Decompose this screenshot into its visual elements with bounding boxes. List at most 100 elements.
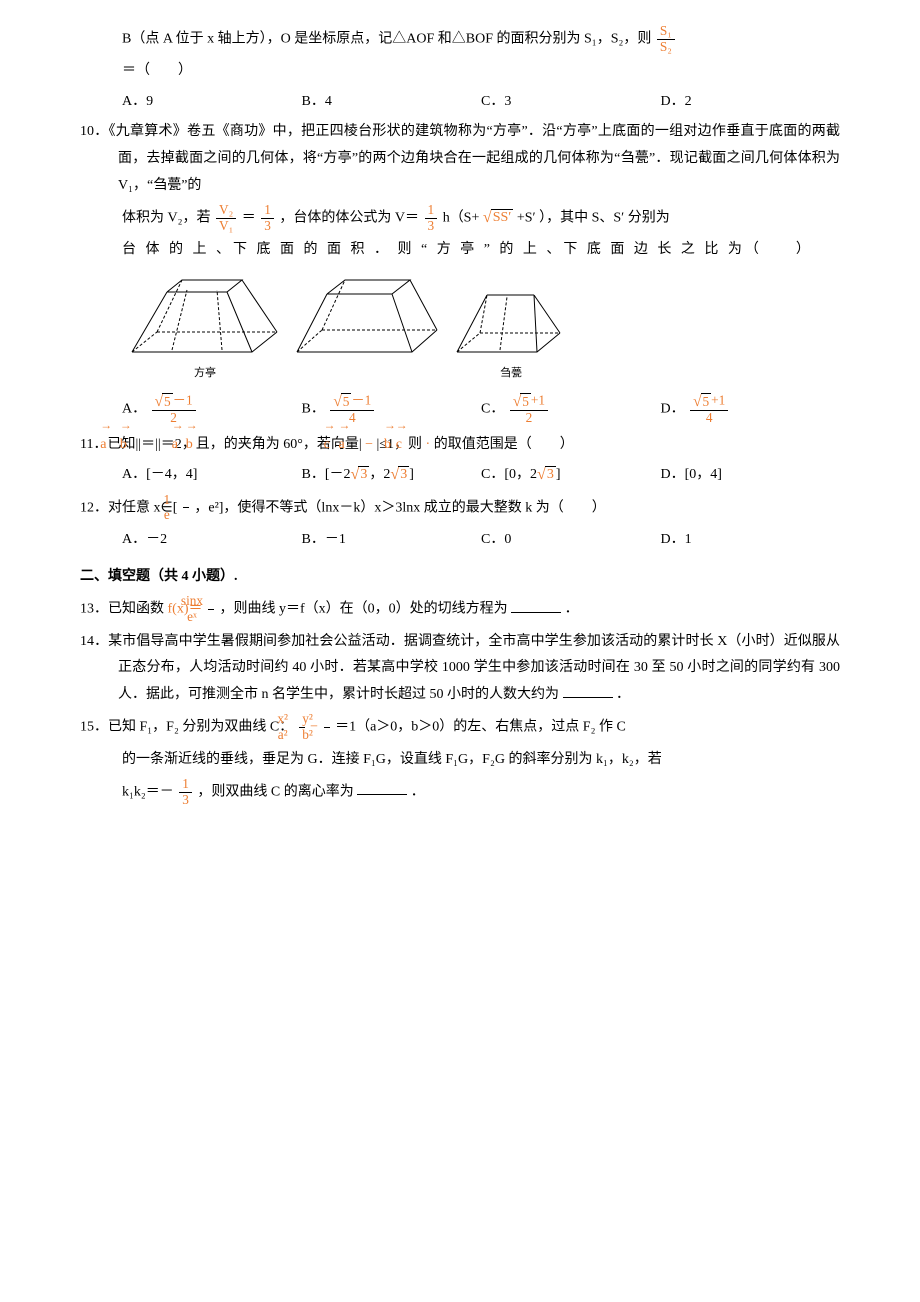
q11-b-sqrt1: 3 [358,466,369,484]
q10-b-pre: B． [302,402,325,417]
q10-sqrt-body: SS′ [491,209,514,227]
page: B（点 A 位于 x 轴上方），O 是坐标原点，记△AOF 和△BOF 的面积分… [0,0,920,851]
q14-end: ． [616,687,630,702]
q13-text: 13．已知函数 f(x)＝ sinx eˣ ，则曲线 y＝f（x）在（0，0）处… [80,594,840,624]
q15-blank[interactable] [357,780,407,795]
q15-fn: 1 [179,777,192,793]
q12-mid: ，e²]，使得不等式（lnx－k）x＞3lnx 成立的最大整数 k 为（ ） [194,500,605,515]
q10-one-third: 1 3 [261,203,274,233]
q12-pre: 12．对任意 x∈[ [80,500,177,515]
q15-line1: 15．已知 F₁，F₂ 分别为双曲线 C： x² a² − y² b² ＝1（a… [80,712,840,742]
q10-mid-pre: 体积为 V₂，若 [122,211,211,226]
q10-formula-frac: 1 3 [425,203,438,233]
q11-tail: 的取值范围是（ ） [434,437,574,452]
q10-c-pre: C． [481,402,504,417]
q10-formula-num: 1 [425,203,438,219]
q10-diagram: 方亭 [122,272,562,387]
q15-line3: k₁k₂＝－ 1 3 ，则双曲线 C 的离心率为 ． [80,777,840,807]
q11-opt-b[interactable]: B．[－2√3，2√3] [302,462,482,489]
q10-a-pre: A． [122,402,146,417]
q10-b-frac: √5－1 4 [330,393,374,426]
q9-opt-b[interactable]: B．4 [302,89,482,116]
q10-opt-d[interactable]: D． √5+1 4 [661,393,841,426]
q9-ratio-frac: S₁ S₂ [657,24,675,54]
q10-sqrt: √ SS′ [483,209,513,227]
q12-frac-den: e [183,508,189,523]
q9-text: B（点 A 位于 x 轴上方），O 是坐标原点，记△AOF 和△BOF 的面积分… [80,24,840,54]
q11-opt-d[interactable]: D．[0，4] [661,462,841,489]
q11-c-pre: C．[0，2 [481,467,537,482]
q14-text: 14．某市倡导高中学生暑假期间参加社会公益活动．据调查统计，全市高中学生参加该活… [80,629,840,709]
q10-tail: 台 体 的 上 、下 底 面 的 面 积 ． 则 “ 方 亭 ” 的 上 、下 … [80,237,840,264]
q10-mid-post1: ，台体的体公式为 V＝ [279,211,419,226]
q12-text: 12．对任意 x∈[ 1 e ，e²]，使得不等式（lnx－k）x＞3lnx 成… [80,493,840,523]
q9-ratio-den: S₂ [657,40,675,55]
q9-tail-text: B（点 A 位于 x 轴上方），O 是坐标原点，记△AOF 和△BOF 的面积分… [122,31,651,46]
q12-options: A．－2 B．－1 C．0 D．1 [80,527,840,554]
q15-t2d: b² [324,728,330,743]
q13-den: eˣ [208,610,214,625]
q12-opt-b[interactable]: B．－1 [302,527,482,554]
q11-b-mid: ，2 [369,467,390,482]
q10-d-frac: √5+1 4 [690,393,728,426]
q12-opt-a[interactable]: A．－2 [122,527,302,554]
q11-b-pre: B．[－2 [302,467,351,482]
q10-mid: 体积为 V₂，若 V₂ V₁ ＝ 1 3 ，台体的体公式为 V＝ 1 3 h（S… [80,203,840,233]
q11-eq1: |＝| [138,437,158,452]
q11-eq2: |＝2，且 [158,437,210,452]
q13-blank[interactable] [511,598,561,613]
q10-b-den: 4 [330,411,374,426]
q10-ratio-eq: ＝ [242,211,256,226]
q11-text: 11．已知|a|＝|b|＝2，且a，b的夹角为 60°，若向量|c − a|≤1… [80,430,840,459]
section-2-heading: 二、填空题（共 4 小题）. [80,564,840,591]
q9-opt-d[interactable]: D．2 [661,89,841,116]
q11-pre: 11．已知| [80,437,138,452]
q10-fig-label-left: 方亭 [194,365,216,379]
q14-blank[interactable] [563,683,613,698]
q12-frac-num: 1 [183,493,189,509]
q10-opt-c[interactable]: C． √5+1 2 [481,393,661,426]
q10-formula-post: h（S+ [443,211,480,226]
q15-fd: 3 [179,793,192,808]
q10-ratio-num: V₂ [216,203,236,219]
q10-c-den: 2 [510,411,548,426]
q10-one-third-den: 3 [261,219,274,234]
q9-opt-a[interactable]: A．9 [122,89,302,116]
q11-opt-c[interactable]: C．[0，2√3] [481,462,661,489]
q11-opt-a[interactable]: A．[－4，4] [122,462,302,489]
q11-c-suf: ] [556,467,561,482]
q9-opt-c[interactable]: C．3 [481,89,661,116]
q10-d-den: 4 [690,411,728,426]
q10-c-frac: √5+1 2 [510,393,548,426]
q10-diagram-row: 方亭 [80,272,840,387]
q10-opt-a[interactable]: A． √5－1 2 [122,393,302,426]
q11-options: A．[－4，4] B．[－2√3，2√3] C．[0，2√3] D．[0，4] [80,462,840,489]
q9-ratio-num: S₁ [657,24,675,40]
q9-options: A．9 B．4 C．3 D．2 [80,89,840,116]
q10-ratio-frac: V₂ V₁ [216,203,236,233]
q11-c-sqrt: 3 [545,466,556,484]
q11-minus: − [362,437,377,452]
q12-opt-c[interactable]: C．0 [481,527,661,554]
q13-end: ． [565,602,579,617]
q10-head: 10．《九章算术》卷五《商功》中，把正四棱台形状的建筑物称为“方亭”．沿“方亭”… [80,119,840,199]
q13-num: sinx [208,594,214,610]
q9-close: ＝（ ） [80,58,840,85]
q11-b-suf: ] [409,467,414,482]
q13-frac: sinx eˣ [208,594,214,624]
q12-frac: 1 e [183,493,189,523]
q10-formula-tail: +S′ ），其中 S、S′ 分别为 [517,211,670,226]
q15-line2: 的一条渐近线的垂线，垂足为 G．连接 F₁G，设直线 F₁G，F₂G 的斜率分别… [80,747,840,774]
q15-end: ． [411,784,425,799]
q14-body: 14．某市倡导高中学生暑假期间参加社会公益活动．据调查统计，全市高中学生参加该活… [80,634,840,702]
q13-post: ，则曲线 y＝f（x）在（0，0）处的切线方程为 [220,602,508,617]
q15-l3-pre: k₁k₂＝－ [122,784,174,799]
q15-pre: 15．已知 F₁，F₂ 分别为双曲线 C： [80,720,293,735]
q15-term2: y² b² [324,712,330,742]
q15-l3-post: ，则双曲线 C 的离心率为 [197,784,353,799]
q13-pre: 13．已知函数 [80,602,164,617]
q15-t2n: y² [324,712,330,728]
q12-opt-d[interactable]: D．1 [661,527,841,554]
q10-d-pre: D． [661,402,685,417]
q10-formula-den: 3 [425,219,438,234]
